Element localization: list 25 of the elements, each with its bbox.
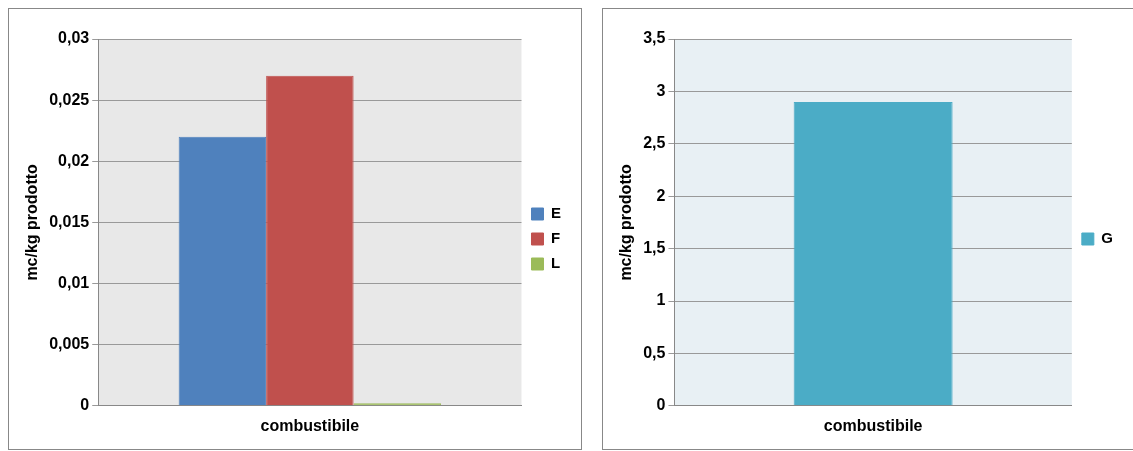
y-tick-label: 3,5 [643,29,666,47]
y-axis-title: mc/kg prodotto [23,163,41,281]
y-tick-label: 1 [656,291,666,309]
y-tick-label: 0,015 [49,212,90,230]
legend-label: L [551,254,561,272]
y-tick-label: 1,5 [643,239,666,257]
legend-label: G [1101,229,1113,247]
y-tick-label: 0,02 [58,151,90,169]
legend-label: E [551,204,562,222]
legend-label: F [551,229,561,247]
y-tick-label: 0,5 [643,343,666,361]
y-tick-label: 3 [656,81,666,99]
y-tick-label: 0 [80,396,90,414]
y-tick-label: 2 [656,186,666,204]
y-axis-title: mc/kg prodotto [617,163,635,281]
x-tick-label: combustibile [823,416,923,434]
y-tick-label: 2,5 [643,134,666,152]
y-tick-label: 0,03 [58,29,90,47]
x-tick-label: combustibile [260,416,360,434]
bar [266,75,354,406]
y-tick-label: 0,01 [58,273,90,291]
bar [178,136,267,406]
y-tick-label: 0 [656,396,666,414]
y-tick-label: 0,005 [49,335,90,353]
y-tick-label: 0,025 [49,90,90,108]
